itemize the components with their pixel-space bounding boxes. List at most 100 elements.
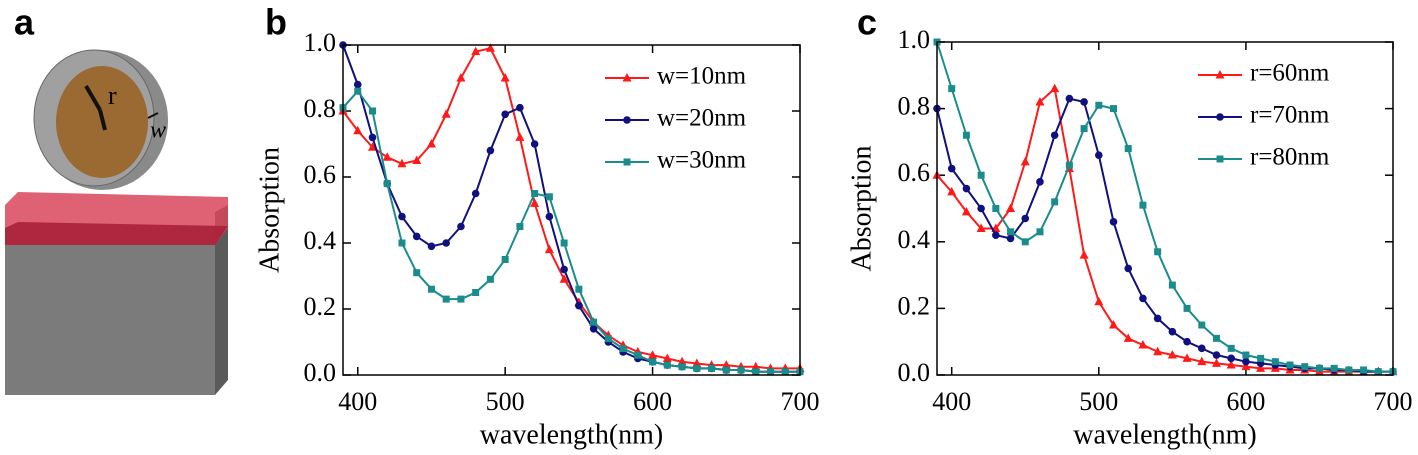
legend-marker xyxy=(623,158,631,166)
marker xyxy=(545,193,553,201)
marker xyxy=(722,366,730,374)
y-axis-label: Absorption xyxy=(846,146,877,272)
marker xyxy=(500,73,510,82)
marker xyxy=(544,244,554,254)
marker xyxy=(1080,125,1088,133)
marker xyxy=(472,289,480,296)
marker xyxy=(471,46,481,56)
marker xyxy=(531,190,539,197)
marker xyxy=(368,107,376,115)
marker xyxy=(1301,363,1309,371)
marker xyxy=(516,223,524,230)
marker xyxy=(634,351,642,359)
series-line xyxy=(342,89,800,373)
block-side xyxy=(215,205,228,395)
marker xyxy=(413,269,421,277)
marker xyxy=(677,356,687,366)
panel-label: a xyxy=(14,2,35,43)
marker xyxy=(961,206,971,216)
marker xyxy=(662,353,672,362)
marker xyxy=(575,285,583,293)
marker xyxy=(1374,368,1382,376)
x-tick-label: 600 xyxy=(633,387,672,416)
marker xyxy=(501,110,509,119)
marker xyxy=(1079,250,1089,259)
legend-marker xyxy=(1215,70,1225,79)
marker xyxy=(1021,214,1030,223)
marker xyxy=(441,109,451,118)
y-tick-label: 1.0 xyxy=(898,25,931,54)
marker xyxy=(501,256,509,263)
marker xyxy=(1227,354,1235,363)
marker xyxy=(1197,356,1207,366)
marker xyxy=(1242,351,1250,359)
series-line xyxy=(936,41,1393,373)
y-tick-label: 0.0 xyxy=(898,358,931,387)
marker xyxy=(471,189,480,198)
series-line xyxy=(936,86,1393,373)
marker xyxy=(708,364,716,372)
marker xyxy=(1168,327,1177,336)
legend-label: r=70nm xyxy=(1250,102,1330,129)
legend-marker xyxy=(1216,155,1224,163)
marker xyxy=(781,368,789,376)
marker xyxy=(692,358,702,367)
marker xyxy=(426,139,436,148)
y-tick-label: 0.6 xyxy=(898,158,931,187)
marker xyxy=(1036,178,1044,186)
marker xyxy=(604,335,612,343)
marker xyxy=(992,231,1000,239)
marker xyxy=(1139,294,1147,303)
marker xyxy=(486,146,495,155)
marker xyxy=(1006,203,1016,212)
legend-label: r=60nm xyxy=(1250,60,1330,87)
marker xyxy=(648,350,658,359)
marker xyxy=(977,171,985,179)
marker xyxy=(1168,281,1176,289)
marker xyxy=(977,204,985,213)
marker xyxy=(767,368,775,376)
series-line xyxy=(342,44,800,373)
y-tick-label: 0.4 xyxy=(898,225,931,254)
marker xyxy=(1050,83,1060,93)
marker xyxy=(1257,354,1265,362)
x-axis-label: wavelength(nm) xyxy=(480,419,664,450)
marker xyxy=(1080,98,1088,106)
marker xyxy=(737,366,745,374)
marker xyxy=(397,158,407,168)
x-axis-label: wavelength(nm) xyxy=(1073,419,1257,450)
marker xyxy=(590,318,598,326)
marker xyxy=(1124,145,1132,153)
series-line xyxy=(936,97,1393,373)
arrow-w xyxy=(147,112,159,119)
panel-label: c xyxy=(857,2,877,43)
marker xyxy=(693,364,701,372)
marker xyxy=(1094,296,1104,306)
marker xyxy=(649,358,657,366)
marker xyxy=(1051,198,1059,206)
marker xyxy=(1154,248,1162,256)
legend-label: w=10nm xyxy=(657,63,747,90)
marker xyxy=(367,142,377,151)
marker xyxy=(368,133,377,142)
series-line xyxy=(342,47,800,370)
marker xyxy=(457,222,465,231)
marker xyxy=(962,131,970,139)
legend-marker xyxy=(1216,113,1224,121)
marker xyxy=(457,295,465,303)
marker xyxy=(1065,94,1074,103)
marker xyxy=(515,132,525,141)
marker xyxy=(530,140,539,148)
x-tick-label: 400 xyxy=(338,387,377,416)
marker xyxy=(1315,364,1323,372)
x-tick-label: 400 xyxy=(932,387,971,416)
marker xyxy=(486,275,494,283)
panel: b wavelength(nm) Absorption 400 500 600 700 0.0… xyxy=(254,2,819,451)
marker xyxy=(1241,361,1251,371)
marker xyxy=(353,80,362,89)
marker xyxy=(1095,101,1103,109)
marker xyxy=(1212,351,1221,359)
x-tick-label: 700 xyxy=(1374,387,1413,416)
marker xyxy=(1183,304,1191,312)
